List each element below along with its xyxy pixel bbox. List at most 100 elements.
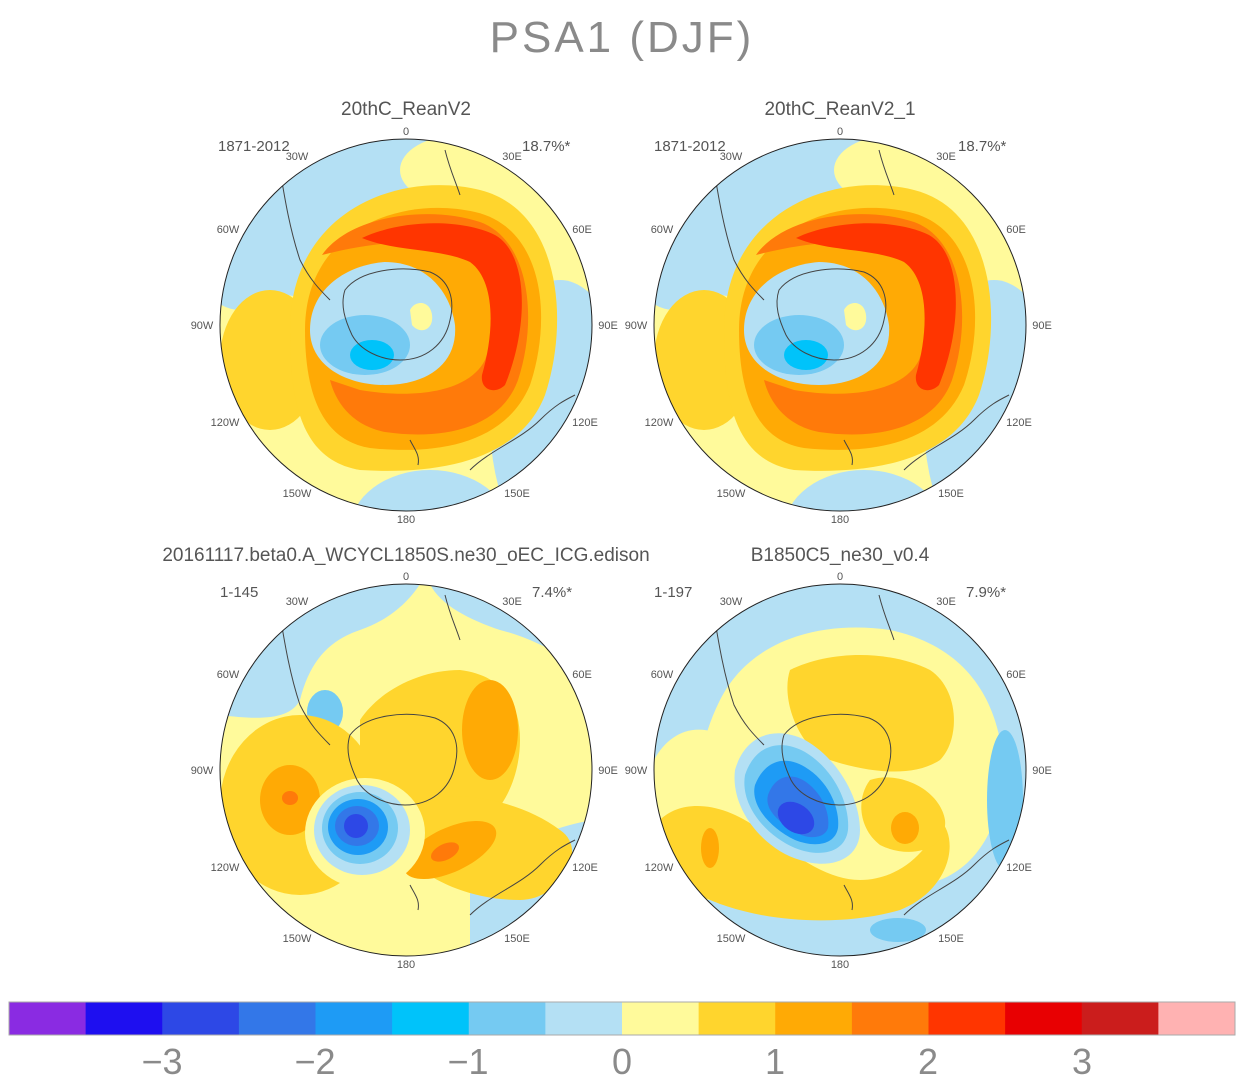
- colorbar-tick-label: 2: [918, 1041, 938, 1082]
- lon-label: 60W: [651, 669, 674, 681]
- coastline: [781, 713, 892, 806]
- lon-label: 90E: [598, 765, 618, 777]
- coastline: [878, 149, 895, 196]
- panel-3: 20161117.beta0.A_WCYCL1850S.ne30_oEC_ICG…: [162, 545, 649, 971]
- panel-4: B1850C5_ne30_v0.4 1-197 7.9%*: [625, 545, 1052, 971]
- coastline: [878, 594, 895, 641]
- lon-label: 90E: [1032, 320, 1052, 332]
- yellow-region: [787, 655, 954, 772]
- dark-orange-ring: [756, 214, 963, 435]
- colorbar-swatch: [622, 1002, 700, 1035]
- lon-label: 60E: [572, 669, 592, 681]
- lon-label: 120E: [572, 417, 598, 429]
- colorbar-swatch: [9, 1002, 87, 1035]
- lon-label: 90W: [625, 765, 648, 777]
- lon-label: 120W: [645, 862, 674, 874]
- lon-label: 60W: [651, 224, 674, 236]
- lon-label: 150E: [938, 488, 964, 500]
- lon-label: 180: [397, 959, 415, 971]
- lon-label: 180: [831, 959, 849, 971]
- lon-label: 120W: [645, 417, 674, 429]
- coastline: [469, 394, 576, 471]
- coastline: [903, 394, 1010, 471]
- figure-title: PSA1 (DJF): [490, 13, 755, 62]
- lon-label: 30W: [286, 596, 309, 608]
- lon-label: 60E: [1006, 669, 1026, 681]
- lon-label: 30E: [936, 596, 956, 608]
- panel-2-variance: 18.7%*: [958, 138, 1007, 155]
- coastline: [444, 594, 461, 641]
- coastline: [347, 713, 458, 806]
- panel-4-frame: [653, 583, 1027, 957]
- colorbar-frame: [8, 1001, 1236, 1036]
- lon-label: 30E: [936, 151, 956, 163]
- panel-2-title: 20thC_ReanV2_1: [764, 99, 915, 120]
- red-band: [362, 223, 522, 391]
- panel-4-title: B1850C5_ne30_v0.4: [751, 545, 930, 566]
- coastline: [409, 884, 419, 911]
- coastline: [713, 169, 765, 301]
- colorbar-swatch: [162, 1002, 240, 1035]
- orange-region: [891, 812, 919, 844]
- lon-label: 60W: [217, 669, 240, 681]
- yellow-region: [659, 806, 950, 921]
- colorbar-swatch: [468, 1002, 546, 1035]
- lon-label: 90W: [191, 765, 214, 777]
- coastline: [713, 614, 765, 746]
- colorbar-swatch: [698, 1002, 776, 1035]
- lon-label: 120E: [572, 862, 598, 874]
- panel-2-lon-labels: 0 30E 60E 90E 120E 150E 180 150W 120W 90…: [625, 126, 1052, 526]
- lon-label: 90W: [191, 320, 214, 332]
- panel-2: 20thC_ReanV2_1 1871-2012 18.7%*: [625, 99, 1052, 526]
- lon-label: 150E: [504, 933, 530, 945]
- panel-1-years: 1871-2012: [218, 138, 290, 155]
- colorbar-swatch: [928, 1002, 1006, 1035]
- deep-blue-center: [344, 814, 368, 838]
- lon-label: 60E: [1006, 224, 1026, 236]
- panel-3-map: [220, 584, 592, 956]
- panel-1-lon-labels: 0 30E 60E 90E 120E 150E 180 150W 120W 90…: [191, 126, 618, 526]
- orange-region: [462, 680, 518, 780]
- lon-label: 150W: [283, 933, 312, 945]
- deep-blue-center: [777, 801, 815, 835]
- lon-label: 30E: [502, 596, 522, 608]
- lon-label: 0: [403, 126, 409, 138]
- lon-label: 120E: [1006, 862, 1032, 874]
- coastline: [409, 439, 419, 466]
- lon-label: 150E: [938, 933, 964, 945]
- colorbar-swatch: [1005, 1002, 1083, 1035]
- coastline: [903, 839, 1010, 916]
- light-blue2-region: [870, 918, 926, 942]
- panel-1: 20thC_ReanV2 1871-2012 18.7%*: [191, 99, 618, 526]
- lon-label: 90W: [625, 320, 648, 332]
- colorbar-swatch: [85, 1002, 163, 1035]
- lon-label: 0: [837, 126, 843, 138]
- colorbar-tick-labels: −3 −2 −1 0 1 2 3: [141, 1041, 1092, 1082]
- panel-2-frame: [653, 138, 1027, 512]
- coastline: [279, 614, 331, 746]
- light-blue-region: [784, 470, 944, 511]
- yellow-region: [410, 796, 573, 900]
- panel-1-frame: [219, 138, 593, 512]
- panel-2-years: 1871-2012: [654, 138, 726, 155]
- lon-label: 0: [837, 571, 843, 583]
- colorbar-swatch: [775, 1002, 853, 1035]
- red-band: [796, 223, 956, 391]
- panel-4-years: 1-197: [654, 584, 692, 601]
- pale-yellow-lobe: [410, 303, 433, 331]
- panel-3-title: 20161117.beta0.A_WCYCL1850S.ne30_oEC_ICG…: [162, 545, 649, 566]
- lon-label: 120W: [211, 862, 240, 874]
- colorbar-swatch: [315, 1002, 393, 1035]
- colorbar-swatch: [238, 1002, 317, 1035]
- panel-3-variance: 7.4%*: [532, 584, 572, 601]
- lon-label: 180: [397, 514, 415, 526]
- lon-label: 150W: [717, 933, 746, 945]
- pale-yellow-lobe: [844, 303, 867, 331]
- light-blue-region: [350, 470, 510, 511]
- panel-3-frame: [219, 583, 593, 957]
- lon-label: 30W: [720, 596, 743, 608]
- colorbar-tick-label: −1: [447, 1041, 488, 1082]
- panel-3-lon-labels: 0 30E 60E 90E 120E 150E 180 150W 120W 90…: [191, 571, 618, 971]
- orange-region: [701, 828, 719, 868]
